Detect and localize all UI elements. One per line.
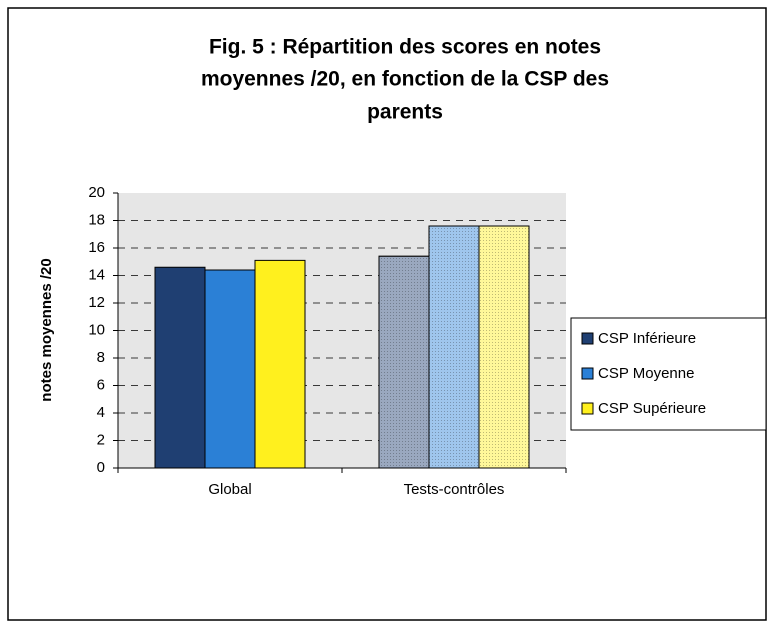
y-tick-label: 18 xyxy=(88,211,105,228)
legend-label: CSP Moyenne xyxy=(598,365,694,382)
legend-label: CSP Supérieure xyxy=(598,400,706,417)
x-tick-label: Tests-contrôles xyxy=(404,481,505,498)
legend-swatch xyxy=(581,402,594,415)
y-tick-label: 10 xyxy=(88,321,105,338)
y-tick-label: 0 xyxy=(97,459,105,476)
legend-label: CSP Inférieure xyxy=(598,330,696,347)
bar-texture xyxy=(478,225,530,469)
bar-texture xyxy=(378,255,430,469)
y-tick-label: 12 xyxy=(88,294,105,311)
bar xyxy=(254,259,306,469)
y-tick-label: 2 xyxy=(97,431,105,448)
bar-texture xyxy=(428,225,480,469)
legend-swatch xyxy=(581,367,594,380)
y-tick-label: 20 xyxy=(88,184,105,201)
legend-box xyxy=(570,317,767,431)
x-tick-label: Global xyxy=(208,481,251,498)
bar xyxy=(154,266,206,469)
chart-title: Fig. 5 : Répartition des scores en notes xyxy=(209,36,601,59)
chart-title: parents xyxy=(367,101,443,124)
bar xyxy=(204,269,256,469)
y-tick-label: 4 xyxy=(97,404,105,421)
y-tick-label: 16 xyxy=(88,239,105,256)
y-tick-label: 6 xyxy=(97,376,105,393)
y-tick-label: 14 xyxy=(88,266,105,283)
legend-swatch xyxy=(581,332,594,345)
y-tick-label: 8 xyxy=(97,349,105,366)
chart-title: moyennes /20, en fonction de la CSP des xyxy=(201,68,609,91)
y-axis-title: notes moyennes /20 xyxy=(38,258,55,401)
